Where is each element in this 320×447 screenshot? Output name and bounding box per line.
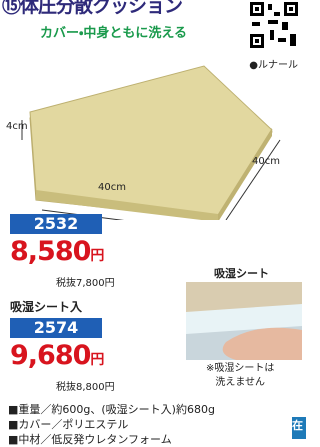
depth-dim: 40cm <box>252 156 280 167</box>
note-line: ※吸湿シートは <box>206 362 274 376</box>
product-label: 吸湿シート入 <box>10 298 82 315</box>
price-unit: 円 <box>90 248 103 264</box>
photo-label: 吸湿シート <box>214 265 269 281</box>
note-line: 洗えません <box>206 376 274 390</box>
cushion-illustration <box>0 40 302 220</box>
width-dim: 40cm <box>98 182 126 193</box>
page: {"header": {"title": "⑮体圧分散クッション", "subt… <box>0 0 302 447</box>
tax-note: 税抜7,800円 <box>56 274 115 289</box>
spec: ■中材／低反発ウレタンフォーム <box>8 431 172 447</box>
price-unit: 円 <box>90 352 103 368</box>
spec: ■カバー／ポリエステル <box>8 416 128 432</box>
photo-note: ※吸湿シートは洗えません <box>206 362 274 390</box>
height-dim: 4cm <box>6 122 18 132</box>
price-value: 9,680 <box>10 340 90 371</box>
price: 8,580円 <box>10 236 103 267</box>
sheet-photo <box>186 282 302 360</box>
price: 9,680円 <box>10 340 103 371</box>
product-code: 2574 <box>10 318 102 338</box>
price-value: 8,580 <box>10 236 90 267</box>
side-tab: 在 <box>292 417 306 439</box>
title: ⑮体圧分散クッション <box>2 0 182 18</box>
tax-note: 税抜8,800円 <box>56 378 115 393</box>
spec: ■重量／約600g、(吸湿シート入)約680g <box>8 401 215 417</box>
subtitle: カバー・中身ともに洗える <box>40 22 187 41</box>
product-code: 2532 <box>10 214 102 234</box>
